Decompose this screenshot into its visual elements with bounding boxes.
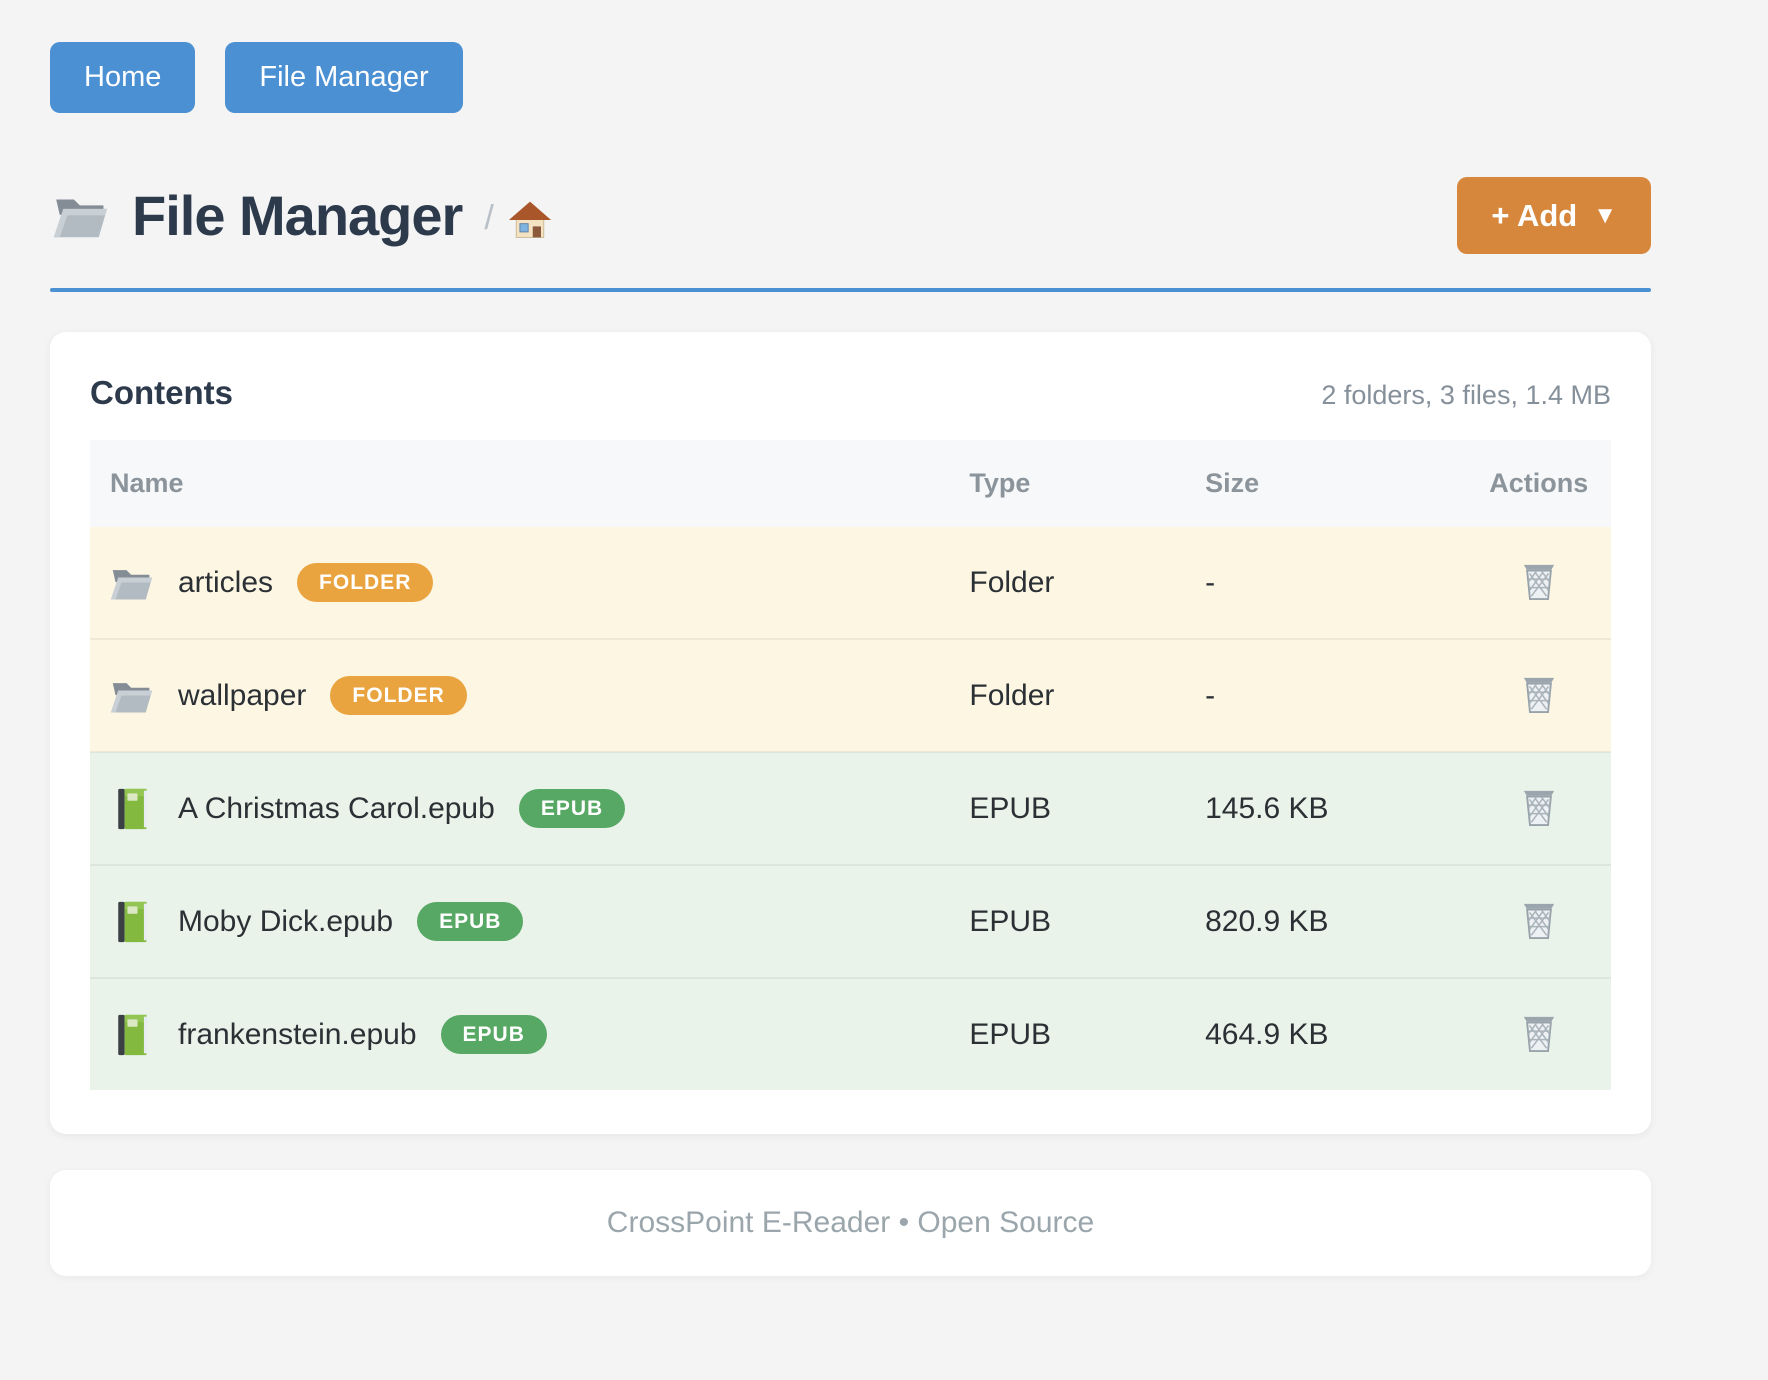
book-icon	[118, 788, 148, 829]
size-cell: -	[1205, 565, 1216, 599]
trash-icon	[1522, 902, 1555, 939]
page-title: File Manager	[132, 184, 463, 247]
contents-title: Contents	[90, 374, 233, 411]
delete-button[interactable]	[1516, 556, 1562, 606]
folder-icon	[110, 682, 153, 712]
type-cell: EPUB	[969, 791, 1052, 825]
breadcrumb-separator: /	[484, 199, 494, 237]
nav-button-home[interactable]: Home	[50, 42, 196, 113]
type-badge: FOLDER	[330, 676, 467, 715]
table-row[interactable]: frankenstein.epub EPUB EPUB 464.9 KB	[90, 978, 1611, 1090]
footer-text: CrossPoint E-Reader • Open Source	[606, 1206, 1095, 1239]
title-group: File Manager /	[50, 183, 552, 248]
table-row[interactable]: A Christmas Carol.epub EPUB EPUB 145.6 K…	[90, 752, 1611, 865]
file-table: Name Type Size Actions articles FOLDER F…	[90, 440, 1611, 1090]
file-name-link[interactable]: wallpaper	[178, 678, 307, 712]
folder-icon	[110, 569, 153, 599]
delete-button[interactable]	[1516, 1008, 1562, 1058]
table-row[interactable]: wallpaper FOLDER Folder -	[90, 639, 1611, 752]
page: Home File Manager File Manager / + Add ▼…	[50, 0, 1651, 1276]
column-header-actions: Actions	[1466, 440, 1611, 527]
type-cell: Folder	[969, 565, 1055, 599]
footer-card: CrossPoint E-Reader • Open Source	[50, 1170, 1651, 1276]
type-badge: EPUB	[518, 789, 626, 828]
size-cell: 820.9 KB	[1205, 904, 1329, 938]
table-row[interactable]: articles FOLDER Folder -	[90, 527, 1611, 639]
file-name-link[interactable]: Moby Dick.epub	[178, 904, 394, 938]
size-cell: 464.9 KB	[1205, 1017, 1329, 1051]
column-header-type: Type	[949, 440, 1186, 527]
trash-icon	[1522, 789, 1555, 826]
trash-icon	[1522, 563, 1555, 600]
type-badge: EPUB	[417, 902, 524, 941]
title-row: File Manager / + Add ▼	[50, 177, 1651, 254]
contents-card: Contents 2 folders, 3 files, 1.4 MB Name…	[50, 332, 1651, 1134]
type-cell: EPUB	[969, 1017, 1052, 1051]
book-icon	[118, 1014, 148, 1055]
house-icon[interactable]	[508, 200, 552, 240]
top-nav: Home File Manager	[50, 42, 1651, 113]
contents-card-header: Contents 2 folders, 3 files, 1.4 MB	[90, 374, 1611, 412]
add-button-label: + Add	[1491, 198, 1578, 233]
type-cell: EPUB	[969, 904, 1052, 938]
file-name-link[interactable]: articles	[178, 565, 274, 599]
delete-button[interactable]	[1516, 895, 1562, 945]
add-button[interactable]: + Add ▼	[1457, 177, 1651, 254]
type-cell: Folder	[969, 678, 1055, 712]
open-folder-icon	[53, 198, 107, 237]
size-cell: 145.6 KB	[1205, 791, 1329, 825]
contents-summary: 2 folders, 3 files, 1.4 MB	[1321, 380, 1611, 410]
delete-button[interactable]	[1516, 669, 1562, 719]
column-header-size: Size	[1185, 440, 1467, 527]
table-row[interactable]: Moby Dick.epub EPUB EPUB 820.9 KB	[90, 865, 1611, 978]
file-name-link[interactable]: frankenstein.epub	[178, 1017, 417, 1051]
type-badge: FOLDER	[297, 563, 434, 602]
book-icon	[118, 901, 148, 942]
nav-button-file-manager[interactable]: File Manager	[225, 42, 463, 113]
size-cell: -	[1205, 678, 1216, 712]
delete-button[interactable]	[1516, 782, 1562, 832]
file-name-link[interactable]: A Christmas Carol.epub	[178, 791, 495, 825]
trash-icon	[1522, 676, 1555, 713]
chevron-down-icon: ▼	[1593, 201, 1617, 229]
table-header-row: Name Type Size Actions	[90, 440, 1611, 527]
trash-icon	[1522, 1015, 1555, 1052]
column-header-name: Name	[90, 440, 950, 527]
type-badge: EPUB	[440, 1015, 547, 1054]
title-divider	[50, 288, 1651, 292]
